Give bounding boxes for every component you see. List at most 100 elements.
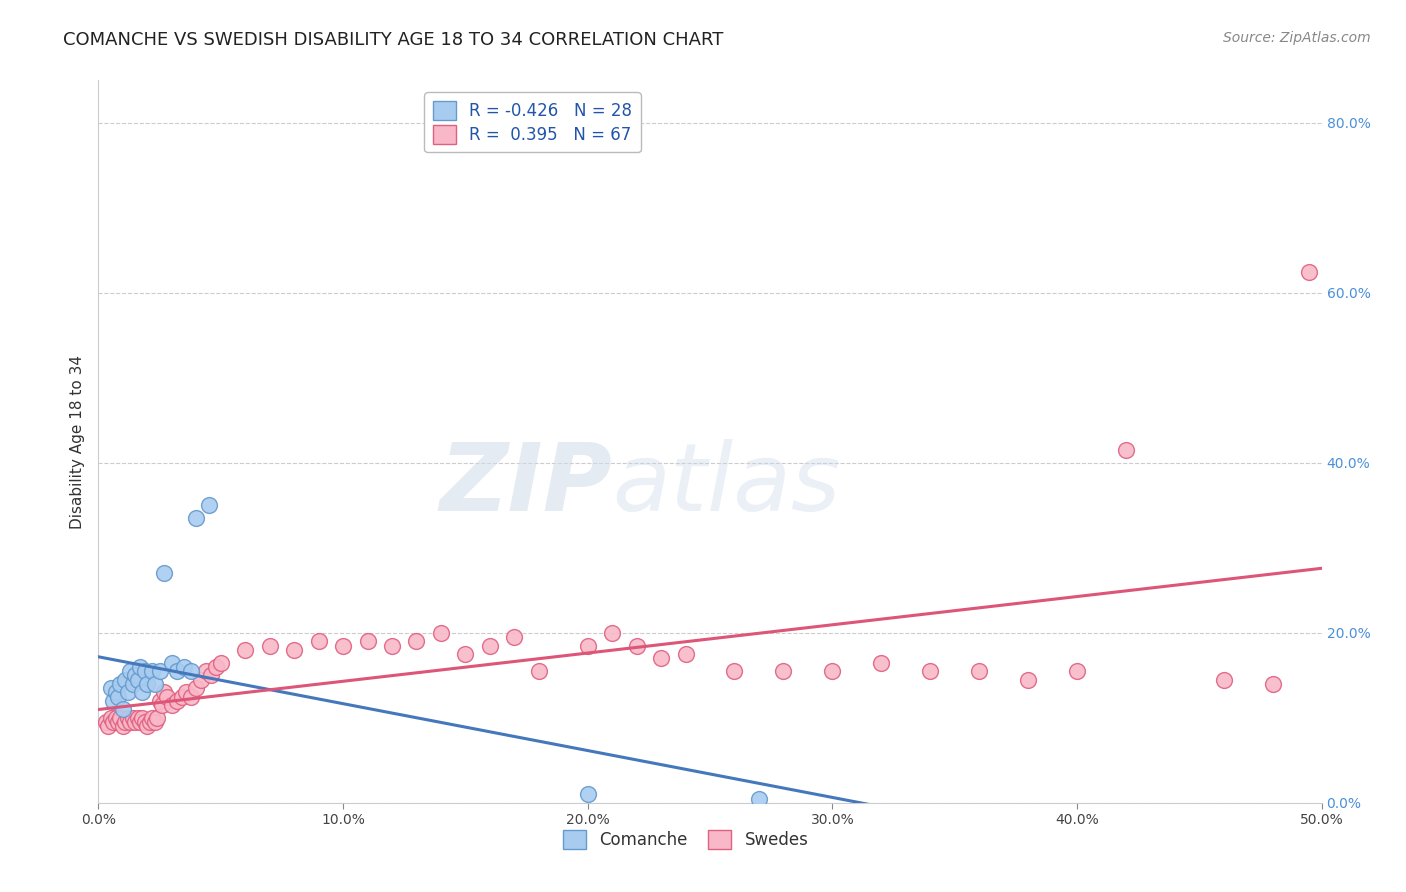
Point: [920, 664, 942, 678]
Point: [405, 634, 427, 648]
Point: [136, 677, 159, 691]
Point: [110, 677, 132, 691]
Point: [176, 685, 198, 699]
Point: [101, 694, 124, 708]
Text: ZIP: ZIP: [439, 439, 612, 531]
Point: [200, 668, 222, 682]
Point: [160, 698, 183, 712]
Point: [150, 698, 173, 712]
Text: atlas: atlas: [612, 440, 841, 531]
Point: [180, 664, 202, 678]
Point: [114, 714, 136, 729]
Point: [173, 660, 195, 674]
Point: [478, 639, 501, 653]
Point: [283, 642, 305, 657]
Point: [180, 690, 202, 704]
Point: [748, 791, 770, 805]
Point: [1298, 264, 1320, 278]
Y-axis label: Disability Age 18 to 34: Disability Age 18 to 34: [70, 354, 86, 529]
Point: [117, 685, 139, 699]
Point: [186, 511, 208, 525]
Point: [209, 656, 232, 670]
Point: [120, 664, 142, 678]
Point: [127, 673, 149, 687]
Point: [1261, 677, 1284, 691]
Point: [190, 673, 212, 687]
Point: [131, 711, 153, 725]
Point: [143, 677, 166, 691]
Point: [259, 639, 281, 653]
Point: [576, 639, 599, 653]
Point: [111, 702, 134, 716]
Point: [308, 634, 330, 648]
Point: [114, 673, 136, 687]
Point: [149, 664, 172, 678]
Point: [332, 639, 354, 653]
Point: [186, 681, 208, 695]
Point: [117, 711, 139, 725]
Point: [127, 711, 149, 725]
Point: [576, 787, 599, 801]
Point: [166, 664, 188, 678]
Point: [527, 664, 550, 678]
Point: [149, 694, 172, 708]
Point: [131, 685, 153, 699]
Point: [100, 711, 122, 725]
Point: [134, 664, 156, 678]
Point: [170, 690, 193, 704]
Point: [121, 711, 143, 725]
Point: [107, 690, 129, 704]
Point: [139, 714, 162, 729]
Point: [166, 694, 188, 708]
Point: [143, 714, 166, 729]
Point: [121, 677, 143, 691]
Point: [772, 664, 794, 678]
Point: [129, 660, 152, 674]
Point: [454, 647, 477, 661]
Point: [120, 714, 142, 729]
Point: [141, 711, 163, 725]
Point: [626, 639, 648, 653]
Point: [136, 719, 159, 733]
Point: [821, 664, 844, 678]
Point: [430, 625, 453, 640]
Legend: Comanche, Swedes: Comanche, Swedes: [557, 823, 815, 856]
Point: [233, 642, 256, 657]
Point: [381, 639, 404, 653]
Point: [1115, 443, 1137, 458]
Point: [134, 714, 156, 729]
Point: [195, 664, 218, 678]
Point: [141, 664, 163, 678]
Point: [205, 660, 228, 674]
Point: [723, 664, 745, 678]
Point: [650, 651, 672, 665]
Point: [129, 714, 152, 729]
Point: [600, 625, 623, 640]
Point: [111, 719, 134, 733]
Point: [156, 690, 179, 704]
Point: [124, 714, 146, 729]
Point: [94, 714, 117, 729]
Point: [967, 664, 990, 678]
Point: [97, 719, 120, 733]
Point: [356, 634, 378, 648]
Point: [104, 711, 127, 725]
Point: [160, 656, 183, 670]
Point: [124, 668, 146, 682]
Text: COMANCHE VS SWEDISH DISABILITY AGE 18 TO 34 CORRELATION CHART: COMANCHE VS SWEDISH DISABILITY AGE 18 TO…: [63, 31, 724, 49]
Point: [107, 714, 129, 729]
Point: [146, 711, 169, 725]
Point: [870, 656, 893, 670]
Point: [197, 498, 219, 512]
Point: [1066, 664, 1088, 678]
Point: [675, 647, 697, 661]
Point: [153, 685, 176, 699]
Text: Source: ZipAtlas.com: Source: ZipAtlas.com: [1223, 31, 1371, 45]
Point: [104, 685, 127, 699]
Point: [1212, 673, 1234, 687]
Point: [153, 566, 176, 581]
Point: [100, 681, 122, 695]
Point: [503, 630, 526, 644]
Point: [110, 711, 132, 725]
Point: [1017, 673, 1039, 687]
